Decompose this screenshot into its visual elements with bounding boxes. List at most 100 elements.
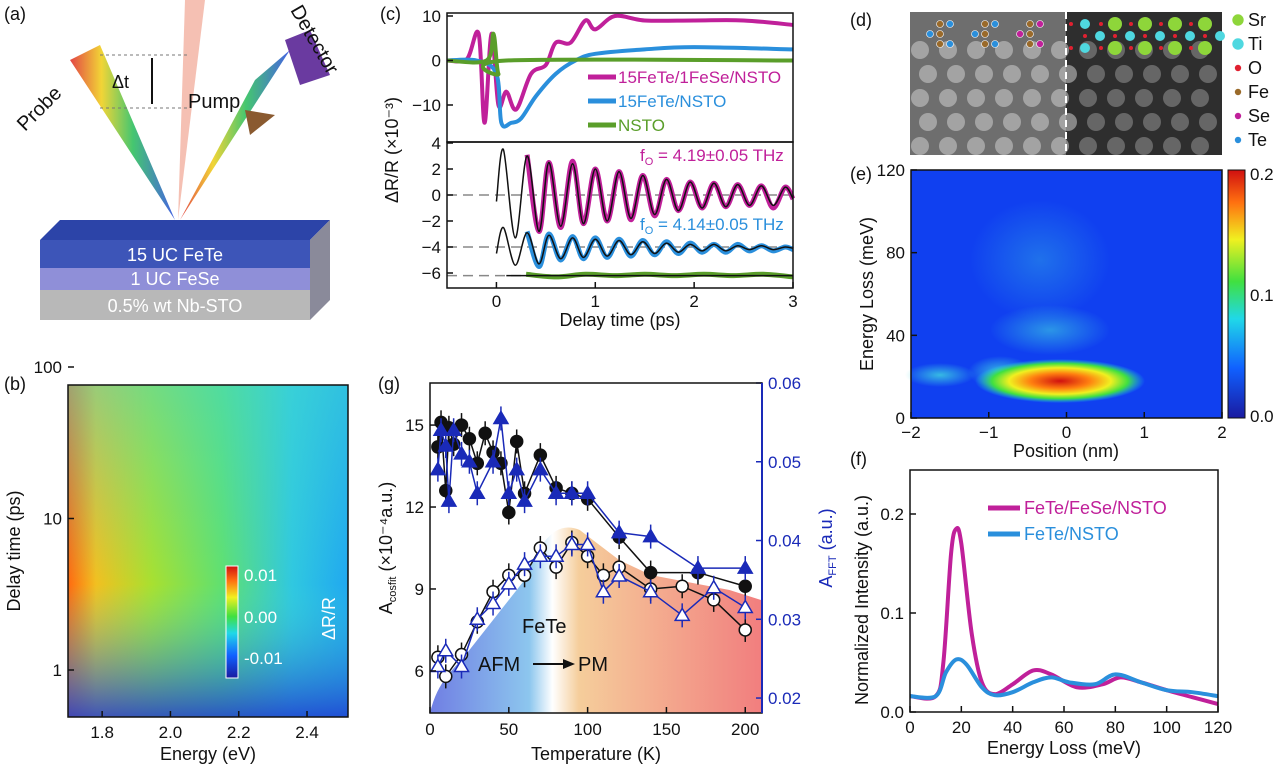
atom-ti [1215,31,1225,41]
colorbar-label: ΔR/R [319,597,339,640]
y-tick-label: 2 [432,160,441,179]
legend-label: O [1248,58,1262,78]
y-tick-label: 0.02 [768,689,801,708]
x-axis-label: Delay time (ps) [559,310,680,330]
data-point [461,453,478,468]
x-tick-label: 1.8 [90,723,114,742]
y-tick-label: 0 [896,409,905,428]
atom-column [1191,89,1209,107]
y-axis-label: Delay time (ps) [4,490,24,611]
atom [1198,41,1212,55]
legend-label: Sr [1248,10,1266,30]
arrow-head-icon [245,110,275,135]
atom-fe [1026,40,1034,48]
colorbar-b [225,565,239,679]
atom-column [939,89,957,107]
y-tick-label: 12 [405,498,424,517]
x-tick-label: 2 [689,292,698,311]
x-tick-label: 0 [905,718,914,737]
y-tick-label: 0.03 [768,610,801,629]
atom [1138,41,1152,55]
probe-beam [70,45,175,220]
atom-column [911,89,929,107]
x-tick-label: 0 [1062,423,1071,442]
atom-o [1069,46,1073,50]
x-tick-label: 60 [1055,718,1074,737]
atom-column [995,41,1013,59]
colorbar-tick: 0.1 [1250,286,1274,305]
atom-te [946,40,954,48]
atom-column [1163,137,1181,155]
y-axis-label: Normalized Intensity (a.u.) [852,495,872,705]
atom-column [967,41,985,59]
atom-te [991,20,999,28]
data-point [563,535,581,551]
atom-o [1189,22,1193,26]
x-tick-label: 200 [731,720,759,739]
data-point [500,484,518,500]
atom-fe [936,40,944,48]
y-tick-label: 80 [886,244,905,263]
atom-o [1173,34,1177,38]
series-line [446,31,794,77]
atom [1198,17,1212,31]
atom-column [1115,113,1133,131]
panel-label-c: (c) [380,4,401,24]
panel-b-heatmap: 0.01 0.00 -0.01 ΔR/R 1.8 2.0 2.2 2.4110100 … [4,358,349,764]
detector-icon [285,30,330,85]
x-tick-label: 40 [1003,718,1022,737]
y-tick-label: 0.1 [880,604,904,623]
atom-o [1159,46,1163,50]
panel-label-e: (e) [850,164,872,184]
atom-column [1135,89,1153,107]
data-point [689,559,707,574]
legend-marker-ti [1231,37,1245,51]
legend-label: 15FeTe/NSTO [618,92,726,111]
series-line [909,526,1219,707]
data-point [462,431,477,446]
legend-marker-se [1234,112,1242,120]
atom-column [967,89,985,107]
atom-column [947,65,965,83]
atom-te [971,30,979,38]
data-point [432,421,450,437]
data-point [453,445,470,460]
data-point [532,547,549,563]
x-tick-label: 1 [591,292,600,311]
data-point [610,524,628,539]
atom-column [1163,89,1181,107]
y-tick-label: 10 [43,510,62,529]
layer-label: 1 UC FeSe [130,269,219,289]
atom-se [1016,30,1024,38]
x-axis-label: Temperature (K) [531,744,661,764]
atom-column [975,65,993,83]
y-tick-label: 1 [53,661,62,680]
data-point [547,484,565,500]
atom-column [1191,137,1209,155]
x-axis-label: Energy (eV) [160,744,256,764]
atom-se [1036,40,1044,48]
atom-column [1059,113,1077,131]
x-tick-label: 2 [1217,423,1226,442]
panel-f-chart: 0 20 40 60 80 100 120 0.0 0.1 0.2 FeTe/FeSe/NSTO F… [852,469,1232,758]
atom-column [1079,137,1097,155]
legend-label: NSTO [618,116,665,135]
atom-fe [1026,20,1034,28]
y-tick-label: 9 [415,580,424,599]
data-point [478,426,492,441]
probe-label: Probe [13,82,66,135]
x-tick-label: 2.2 [227,723,251,742]
atom-te [946,20,954,28]
material-label: FeTe [522,616,566,638]
atom-column [1107,137,1125,155]
x-tick-label: 2.4 [295,723,319,742]
panel-label-d: (d) [850,10,872,30]
atom-o [1189,46,1193,50]
atom-fe [981,20,989,28]
atom-ti [1155,31,1165,41]
data-point [445,421,462,437]
data-point [610,567,628,582]
atom-column [1051,41,1069,59]
